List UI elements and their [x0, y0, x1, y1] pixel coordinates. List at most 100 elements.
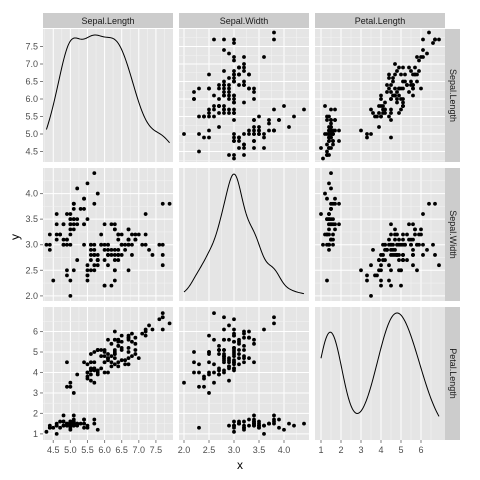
data-point	[222, 93, 226, 98]
data-point	[217, 104, 221, 108]
data-point	[222, 79, 226, 84]
data-point	[58, 419, 63, 424]
data-point	[327, 212, 331, 216]
data-point	[75, 186, 80, 191]
data-point	[207, 360, 211, 365]
data-point	[192, 90, 196, 94]
data-point	[88, 253, 93, 257]
data-point	[282, 427, 286, 432]
data-point	[217, 111, 221, 115]
data-point	[61, 222, 66, 227]
panel-Sepal.Length-vs-Sepal.Length	[43, 29, 173, 162]
data-point	[102, 222, 107, 227]
data-point	[82, 421, 86, 426]
data-point	[373, 273, 377, 278]
data-point	[99, 232, 104, 237]
y-tick-label: 2.0	[25, 291, 38, 301]
data-point	[401, 237, 405, 242]
data-point	[252, 97, 256, 101]
data-point	[109, 247, 114, 252]
data-point	[409, 69, 413, 73]
data-point	[75, 258, 80, 262]
data-point	[123, 242, 128, 247]
data-point	[85, 217, 90, 222]
data-point	[112, 356, 117, 361]
data-point	[222, 86, 226, 91]
data-point	[379, 283, 383, 288]
data-point	[252, 421, 256, 426]
data-point	[329, 171, 333, 176]
data-point	[133, 352, 138, 356]
data-point	[150, 327, 155, 332]
data-point	[167, 321, 172, 326]
data-point	[377, 258, 381, 262]
data-point	[82, 417, 86, 422]
data-point	[92, 421, 97, 426]
data-point	[61, 419, 66, 424]
data-point	[247, 128, 251, 133]
data-point	[401, 242, 405, 247]
x-tick-label: 4.0	[278, 445, 291, 455]
data-point	[325, 153, 329, 157]
data-point	[252, 125, 256, 129]
data-point	[329, 237, 333, 242]
data-point	[421, 48, 425, 52]
data-point	[401, 104, 405, 108]
data-point	[82, 222, 86, 227]
panel-Petal.Length-vs-Sepal.Length	[43, 307, 173, 440]
x-tick-label: 5.0	[64, 445, 77, 455]
data-point	[329, 222, 333, 227]
data-point	[237, 139, 241, 143]
data-point	[331, 201, 335, 206]
data-point	[197, 384, 201, 389]
data-point	[399, 107, 403, 112]
data-point	[405, 258, 409, 262]
data-point	[413, 227, 417, 232]
data-point	[222, 360, 226, 365]
data-point	[327, 232, 331, 237]
data-point	[365, 278, 369, 283]
data-point	[232, 423, 236, 428]
strip-right-Sepal.Length	[445, 29, 460, 162]
data-point	[242, 153, 246, 157]
data-point	[65, 384, 69, 389]
data-point	[262, 135, 266, 140]
data-point	[242, 62, 246, 66]
data-point	[44, 242, 49, 247]
data-point	[222, 107, 226, 112]
data-point	[65, 268, 69, 273]
data-point	[106, 242, 110, 247]
data-point	[95, 253, 100, 257]
data-point	[393, 86, 397, 91]
data-point	[337, 201, 341, 206]
data-point	[126, 346, 131, 350]
data-point	[379, 97, 383, 101]
data-point	[197, 114, 201, 119]
data-point	[387, 86, 391, 91]
data-point	[325, 196, 329, 201]
data-point	[242, 132, 246, 136]
data-point	[126, 227, 131, 232]
data-point	[75, 372, 80, 377]
data-point	[88, 378, 93, 383]
data-point	[252, 360, 256, 365]
data-point	[242, 354, 246, 359]
data-point	[116, 360, 121, 365]
data-point	[427, 30, 431, 35]
data-point	[202, 376, 206, 381]
data-point	[192, 370, 196, 375]
data-point	[102, 247, 107, 252]
data-point	[242, 142, 246, 147]
data-point	[237, 341, 241, 346]
data-point	[82, 425, 86, 430]
data-point	[78, 421, 83, 426]
panel-Sepal.Width-vs-Sepal.Width	[179, 168, 309, 301]
data-point	[407, 90, 411, 94]
data-point	[222, 69, 226, 73]
data-point	[126, 362, 131, 367]
data-point	[130, 331, 134, 336]
data-point	[95, 348, 100, 352]
data-point	[365, 132, 369, 136]
data-point	[232, 58, 236, 63]
data-point	[419, 227, 423, 232]
